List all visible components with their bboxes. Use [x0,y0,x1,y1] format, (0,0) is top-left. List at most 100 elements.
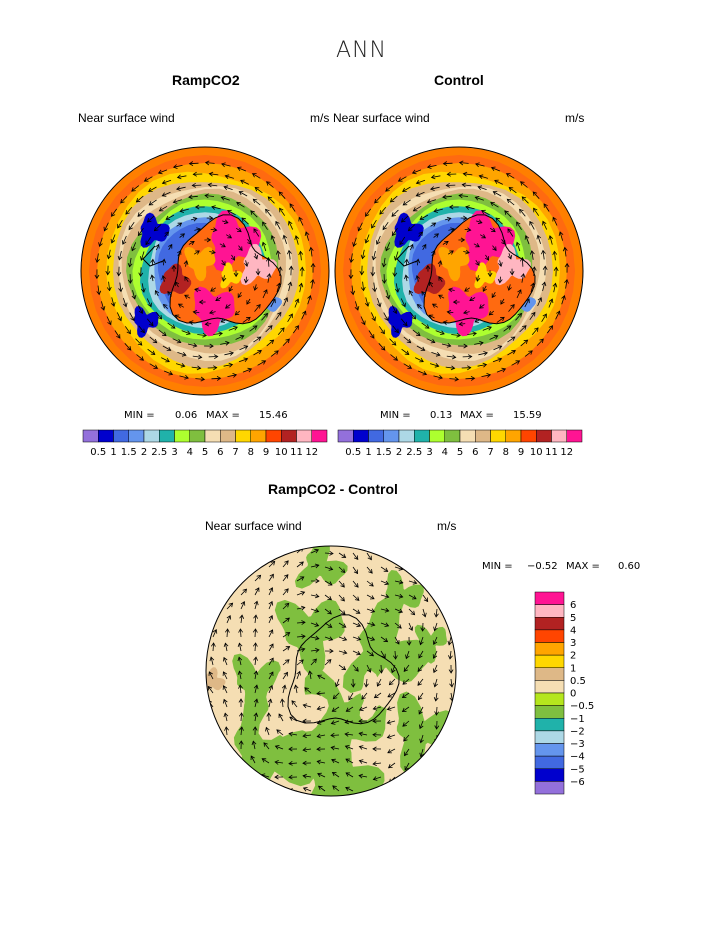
wind-arrow [418,706,424,715]
wind-arrow [228,285,233,292]
wind-arrow [431,175,441,178]
colorbar-tick-label: −4 [570,752,585,763]
wind-arrow [390,354,398,361]
wind-arrow [387,706,396,710]
wind-arrow [459,195,469,197]
min-label: MIN = [482,561,513,572]
wind-arrow [240,588,247,596]
colorbar-swatch [534,654,565,669]
wind-arrow [415,357,424,362]
wind-arrow [521,257,524,267]
colorbar-swatch [159,429,175,443]
wind-arrow [496,368,506,373]
wind-arrow [292,325,299,334]
colorbar-swatch [520,429,537,443]
wind-arrow [366,650,374,657]
wind-arrow [477,364,487,367]
colorbar-tick-label: 8 [248,447,254,458]
wind-arrow [147,215,155,223]
wind-arrow [132,290,136,300]
wind-arrow [296,561,304,568]
colorbar-swatch [534,667,565,681]
wind-arrow [252,741,256,750]
wind-arrow [476,275,479,282]
wind-arrow [531,327,539,335]
wind-arrow [438,294,445,299]
wind-arrow [451,334,461,336]
colorbar-tick-label: 2 [141,447,147,458]
wind-arrow [507,198,515,206]
wind-arrow [366,566,373,574]
wind-arrow [382,221,389,230]
colorbar-swatch [490,429,506,443]
wind-arrow [254,642,256,652]
wind-arrow [500,298,505,305]
panel-title-control: Control [434,72,484,88]
wind-arrow [144,176,153,182]
wind-arrow [383,312,389,321]
wind-arrow [378,326,385,334]
wind-arrow [122,235,127,245]
wind-arrow [529,221,535,230]
wind-arrow [97,285,100,295]
wind-arrow [294,298,299,308]
wind-arrow [399,236,406,245]
wind-arrow [188,195,198,198]
wind-arrow [405,275,408,282]
wind-arrow [485,254,489,261]
wind-arrow [162,345,171,351]
panel-units-label: m/s [565,111,585,125]
wind-arrow [250,210,258,218]
wind-arrow [282,617,290,624]
wind-arrow [520,339,528,347]
wind-arrow [205,323,212,325]
panel-variable-label: Near surface wind [78,111,175,125]
wind-arrow [548,298,553,308]
wind-arrow [305,231,309,241]
wind-arrow [519,209,526,217]
colorbar-tick-label: 8 [503,447,509,458]
wind-arrow [533,208,540,216]
colorbar-tick-label: 10 [275,447,288,458]
wind-arrow [149,336,157,344]
wind-arrow [494,180,503,185]
wind-arrow [373,282,376,292]
wind-arrow [404,748,410,756]
wind-arrow [541,313,547,323]
wind-arrow [529,312,536,321]
colorbar-tick-label: 1.5 [376,447,392,458]
colorbar-tick-label: 12 [305,447,318,458]
wind-arrow [380,650,386,659]
wind-arrow [417,370,427,375]
wind-arrow [387,748,396,754]
colorbar-tick-label: 1 [365,447,371,458]
wind-arrow [387,692,396,698]
wind-arrow [520,181,528,188]
wind-arrow [464,287,471,292]
wind-arrow [175,314,181,319]
wind-arrow [310,658,317,666]
wind-arrow [389,338,397,346]
wind-arrow [345,733,354,736]
wind-arrow [491,291,496,298]
difference-band [304,733,385,796]
polar-map-control [334,146,584,396]
colorbar-tick-label: 2 [570,651,576,662]
wind-arrow [422,244,427,251]
wind-arrow [365,297,369,307]
wind-speed-band [474,262,497,289]
wind-arrow [380,622,389,627]
colorbar-tick-label: 1.5 [121,447,137,458]
wind-arrow [268,657,274,666]
wind-arrow [167,291,172,297]
colorbar-tick-label: 6 [472,447,478,458]
wind-arrow [345,720,354,723]
wind-arrow [278,713,284,722]
wind-arrow [394,636,400,645]
colorbar-tick-label: 5 [570,613,576,624]
wind-arrow [395,283,399,293]
wind-arrow [296,671,301,680]
wind-arrow [210,229,217,231]
wind-arrow [194,288,201,291]
colorbar-speed-control: 0.5 1 1.5 2 2.5 3 4 5 6 7 8 9 10 11 12 [337,429,583,458]
